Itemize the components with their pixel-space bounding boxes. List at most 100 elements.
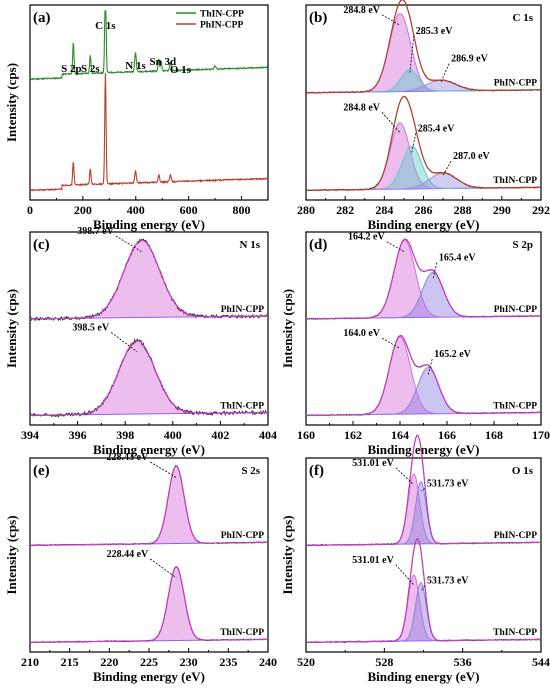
- series-label: ThIN-CPP: [220, 401, 264, 411]
- envelope-line: [30, 340, 268, 416]
- peak-label: C 1s: [95, 20, 116, 32]
- peak-annotation: 284.8 eV: [343, 102, 380, 113]
- annotation-leader: [432, 262, 438, 280]
- envelope-line: [30, 465, 268, 546]
- x-tick-label: 168: [485, 428, 503, 442]
- x-tick-label: 400: [127, 203, 145, 217]
- plot-frame: [29, 457, 269, 653]
- component-fill: [306, 69, 541, 93]
- panel-title: O 1s: [512, 465, 534, 477]
- panel-c: 394 396 398 400 402 404 Binding energy (eV) Int…: [4, 226, 277, 457]
- x-axis-label: Binding energy (eV): [368, 669, 480, 684]
- peak-annotation: 164.2 eV: [348, 232, 385, 243]
- annotation-leader: [409, 35, 415, 73]
- x-tick-label: 220: [100, 655, 118, 669]
- y-axis-label: Intensity (cps): [280, 515, 295, 594]
- x-axis-label: Binding energy (eV): [368, 217, 480, 232]
- series-label: PhIN-CPP: [221, 531, 264, 541]
- peak-annotation: 531.73 eV: [427, 479, 469, 490]
- x-tick-label: 210: [21, 655, 39, 669]
- x-tick-label: 170: [532, 428, 550, 442]
- series-label: PhIN-CPP: [494, 531, 537, 541]
- component-fill: [306, 474, 541, 546]
- panel-title: N 1s: [240, 239, 261, 251]
- peak-annotation: 286.9 eV: [451, 54, 488, 65]
- annotation-leader: [442, 161, 452, 176]
- annotation-leader: [150, 558, 177, 579]
- panel-letter: (a): [33, 10, 51, 26]
- x-tick-label: 160: [297, 428, 315, 442]
- x-tick-label: 394: [21, 428, 39, 442]
- peak-label: S 2p: [61, 63, 82, 75]
- x-tick-label: 536: [454, 655, 472, 669]
- peak-annotation: 531.01 eV: [352, 458, 394, 469]
- panel-b: 280 282 284 286 288 290 292 Binding energy (eV)…: [297, 0, 550, 232]
- annotation-leader: [427, 358, 433, 375]
- component-fill: [306, 240, 541, 319]
- peak-annotation: 285.4 eV: [418, 123, 455, 134]
- series-label: ThIN-CPP: [493, 401, 537, 411]
- panel-letter: (e): [33, 463, 50, 479]
- series-label: PhIN-CPP: [494, 305, 537, 315]
- annotation-leader: [395, 564, 415, 586]
- survey-line-PhIN-CPP: [29, 72, 269, 192]
- x-tick-label: 400: [164, 428, 182, 442]
- component-fill: [306, 481, 541, 546]
- x-tick-label: 200: [74, 203, 92, 217]
- panel-title: S 2s: [241, 465, 260, 477]
- component-fill: [306, 582, 541, 643]
- annotation-leader: [381, 112, 401, 133]
- plot-frame: [29, 4, 269, 201]
- x-tick-label: 235: [219, 655, 237, 669]
- x-axis-label: Binding energy (eV): [93, 442, 205, 457]
- envelope-line: [306, 538, 541, 643]
- envelope-line: [305, 95, 541, 191]
- envelope-line: [305, 238, 541, 320]
- component-fill: [306, 272, 541, 319]
- x-tick-label: 398: [116, 428, 134, 442]
- peak-annotation: 531.73 eV: [427, 576, 469, 587]
- peak-label: O 1s: [170, 64, 192, 76]
- x-tick-label: 404: [259, 428, 277, 442]
- component-fill: [306, 575, 541, 643]
- x-tick-label: 282: [336, 203, 354, 217]
- component-fill: [306, 367, 541, 416]
- x-axis-label: Binding energy (eV): [368, 442, 480, 457]
- y-axis-label: Intensity (cps): [4, 515, 19, 594]
- x-tick-label: 0: [27, 203, 33, 217]
- x-tick-label: 528: [375, 655, 393, 669]
- x-tick-label: 240: [259, 655, 277, 669]
- series-label: ThIN-CPP: [220, 628, 264, 638]
- envelope-line: [306, 0, 541, 94]
- envelope-line: [306, 434, 541, 546]
- legend-label: PhIN-CPP: [200, 21, 243, 31]
- x-tick-label: 164: [391, 428, 409, 442]
- peak-label: Sn 3d: [149, 56, 176, 68]
- x-tick-label: 544: [532, 655, 550, 669]
- x-tick-label: 520: [297, 655, 315, 669]
- panel-e: 210 215 220 225 230 235 240 Binding energy (eV)…: [4, 452, 277, 684]
- x-tick-label: 280: [297, 203, 315, 217]
- peak-annotation: 398.5 eV: [72, 322, 109, 333]
- x-tick-label: 396: [69, 428, 87, 442]
- peak-annotation: 165.4 eV: [439, 253, 476, 264]
- panel-a: 0 200 400 600 800 Binding energy (eV) Intensit…: [4, 4, 269, 232]
- series-label: PhIN-CPP: [221, 305, 264, 315]
- x-tick-label: 600: [180, 203, 198, 217]
- component-fill: [306, 172, 541, 191]
- panel-letter: (b): [309, 10, 327, 26]
- annotation-leader: [115, 235, 143, 253]
- x-tick-label: 292: [532, 203, 550, 217]
- x-tick-label: 162: [344, 428, 362, 442]
- panel-title: S 2p: [513, 239, 534, 251]
- peak-annotation: 228.44 eV: [107, 549, 149, 560]
- series-label: PhIN-CPP: [494, 79, 537, 89]
- x-axis-label: Binding energy (eV): [93, 669, 205, 684]
- x-tick-label: 800: [233, 203, 251, 217]
- y-axis-label: Intensity (cps): [4, 289, 19, 368]
- peak-label: S 2s: [81, 63, 100, 75]
- panel-letter: (d): [309, 237, 327, 253]
- x-tick-label: 230: [180, 655, 198, 669]
- panel-f: 520 528 536 544 Binding energy (eV) Intensity…: [280, 434, 550, 684]
